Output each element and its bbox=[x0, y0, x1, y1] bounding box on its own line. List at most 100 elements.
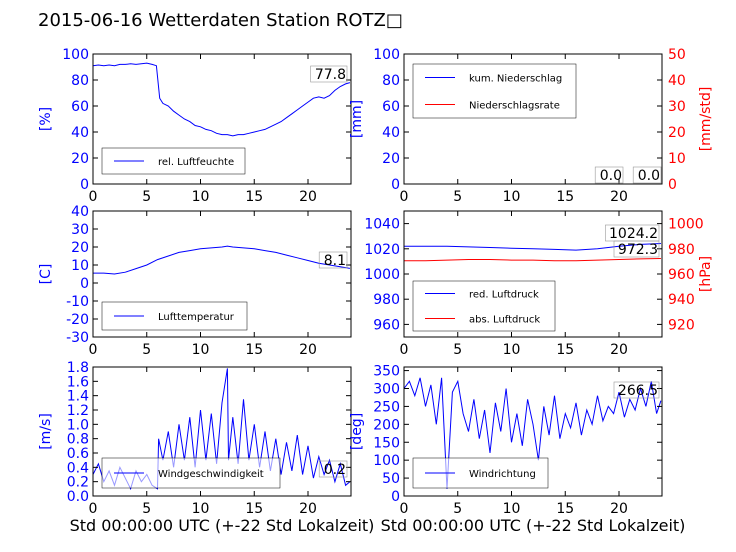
chart-precip: 0 5 10 15 20 0 20 40 60 80 100 0 10 20 30 40 50 [mm] [mm/s… bbox=[349, 47, 714, 205]
plot-frame-humidity bbox=[92, 53, 352, 185]
y-axis-label: [%] bbox=[38, 107, 54, 131]
annotation-box bbox=[318, 460, 348, 478]
x-tick-label: 15 bbox=[556, 501, 574, 517]
y-tick-label: 350 bbox=[373, 364, 400, 380]
y-axis-label: [m/s] bbox=[38, 413, 54, 450]
y-tick-label: 1.0 bbox=[67, 417, 89, 433]
value-annotation: 77.8 bbox=[315, 67, 346, 83]
x-tick-label: 5 bbox=[142, 189, 151, 205]
x-tick-label: 10 bbox=[192, 501, 210, 517]
legend-windspeed: Windgeschwindigkeit bbox=[101, 457, 281, 489]
plot-frame-temperature bbox=[92, 210, 352, 338]
legend-pressure: red. Luftdruck abs. Luftdruck bbox=[412, 280, 556, 332]
y-tick-label: 40 bbox=[71, 204, 89, 220]
legend-label: Niederschlagsrate bbox=[469, 101, 560, 112]
y-tick-label: -20 bbox=[66, 312, 89, 328]
y2-axis-label: [mm/std] bbox=[698, 87, 714, 152]
y2-tick-label: 980 bbox=[668, 242, 695, 258]
figure-title: 2015-06-16 Wetterdaten Station ROTZ□ bbox=[38, 10, 403, 31]
y-tick-label: 1.2 bbox=[67, 403, 89, 419]
x-tick-label: 15 bbox=[245, 501, 263, 517]
legend-precip: kum. Niederschlag Niederschlagsrate bbox=[412, 63, 577, 119]
x-tick-label: 5 bbox=[453, 189, 462, 205]
y-tick-label: 10 bbox=[71, 258, 89, 274]
plot-frame-windspeed bbox=[92, 366, 352, 497]
y-tick-label: 100 bbox=[373, 47, 400, 63]
y2-tick-label: 50 bbox=[668, 47, 686, 63]
x-tick-label: 15 bbox=[556, 342, 574, 358]
y2-tick-label: 920 bbox=[668, 317, 695, 333]
y-tick-label: 1040 bbox=[364, 217, 400, 233]
y2-tick-label: 10 bbox=[668, 151, 686, 167]
y-tick-label: 0 bbox=[80, 276, 89, 292]
y-tick-label: 0 bbox=[391, 177, 400, 193]
legend-label: red. Luftdruck bbox=[469, 290, 539, 301]
x-tick-label: 5 bbox=[142, 342, 151, 358]
y-tick-label: 60 bbox=[382, 99, 400, 115]
series-line-pressure-0 bbox=[404, 243, 661, 251]
y-tick-label: 20 bbox=[382, 151, 400, 167]
legend-humidity: rel. Luftfeuchte bbox=[101, 147, 246, 175]
y-tick-label: 1.8 bbox=[67, 360, 89, 376]
y-tick-label: 0.6 bbox=[67, 446, 89, 462]
y-tick-label: 1020 bbox=[364, 242, 400, 258]
value-annotation: 0.0 bbox=[600, 168, 622, 184]
y-tick-label: 40 bbox=[382, 125, 400, 141]
x-tick-label: 5 bbox=[453, 342, 462, 358]
y-tick-label: 0.0 bbox=[67, 489, 89, 505]
chart-winddir: 0 5 10 15 20050100150200250300350[deg]Windri… bbox=[349, 364, 663, 517]
x-tick-label: 0 bbox=[400, 501, 409, 517]
y2-tick-label: 940 bbox=[668, 292, 695, 308]
y-axis-label: [C] bbox=[38, 264, 54, 285]
legend-label: Windrichtung bbox=[469, 469, 536, 480]
x-tick-label: 0 bbox=[89, 189, 98, 205]
value-annotation: 266.5 bbox=[618, 383, 658, 399]
y-tick-label: 20 bbox=[71, 151, 89, 167]
y-tick-label: 80 bbox=[382, 73, 400, 89]
y2-tick-label: 960 bbox=[668, 267, 695, 283]
x-tick-label: 0 bbox=[89, 342, 98, 358]
y-tick-label: 0 bbox=[391, 489, 400, 505]
chart-pressure: 0 5 10 15 20 960 980 1000 1020 1040 920 940 960 980 10… bbox=[364, 210, 714, 358]
x-tick-label: 5 bbox=[453, 501, 462, 517]
y-axis-label: [deg] bbox=[349, 413, 365, 450]
y-tick-label: 960 bbox=[373, 317, 400, 333]
x-tick-label: 20 bbox=[299, 189, 317, 205]
annotation-box bbox=[318, 251, 348, 269]
x-axis-label-left: Std 00:00:00 UTC (+-22 Std Lokalzeit) bbox=[70, 516, 375, 535]
plot-frame-winddir bbox=[403, 366, 663, 497]
x-tick-label: 15 bbox=[245, 342, 263, 358]
value-annotation: 0.0 bbox=[638, 168, 660, 184]
x-axis-label-right: Std 00:00:00 UTC (+-22 Std Lokalzeit) bbox=[381, 516, 686, 535]
y-tick-label: 200 bbox=[373, 417, 400, 433]
y-tick-label: 1.4 bbox=[67, 389, 89, 405]
legend-box bbox=[412, 280, 556, 332]
y-tick-label: 30 bbox=[71, 222, 89, 238]
x-tick-label: 15 bbox=[245, 189, 263, 205]
annotation-box bbox=[613, 381, 660, 399]
y-tick-label: 100 bbox=[373, 453, 400, 469]
y-tick-label: 60 bbox=[71, 99, 89, 115]
y-tick-label: 40 bbox=[71, 125, 89, 141]
x-tick-label: 20 bbox=[299, 342, 317, 358]
y2-tick-label: 40 bbox=[668, 73, 686, 89]
y-tick-label: 50 bbox=[382, 471, 400, 487]
y-tick-label: 0.2 bbox=[67, 475, 89, 491]
x-tick-label: 10 bbox=[192, 342, 210, 358]
y-tick-label: -30 bbox=[66, 330, 89, 346]
value-annotation: 8.1 bbox=[324, 253, 346, 269]
y2-tick-label: 0 bbox=[668, 177, 677, 193]
y2-tick-label: 30 bbox=[668, 99, 686, 115]
x-tick-label: 0 bbox=[400, 342, 409, 358]
y-tick-label: 250 bbox=[373, 399, 400, 415]
y-tick-label: 150 bbox=[373, 435, 400, 451]
legend-temperature: Lufttemperatur bbox=[101, 301, 248, 331]
x-tick-label: 10 bbox=[503, 189, 521, 205]
legend-label: kum. Niederschlag bbox=[469, 74, 562, 85]
legend-box bbox=[412, 63, 577, 119]
annotation-box bbox=[310, 65, 348, 83]
x-tick-label: 15 bbox=[556, 189, 574, 205]
legend-label: rel. Luftfeuchte bbox=[158, 157, 234, 168]
legend-label: abs. Luftdruck bbox=[469, 315, 540, 326]
